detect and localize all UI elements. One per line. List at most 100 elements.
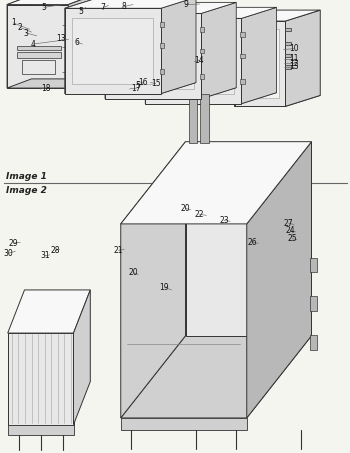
Polygon shape (121, 336, 312, 418)
Polygon shape (105, 14, 201, 99)
Bar (240, 32, 245, 37)
Text: Image 1: Image 1 (6, 172, 47, 181)
Text: 2: 2 (18, 23, 23, 32)
Text: 20: 20 (181, 204, 190, 213)
Text: 5: 5 (78, 6, 83, 15)
Polygon shape (105, 88, 236, 99)
Polygon shape (234, 21, 285, 106)
Bar (17, 52, 61, 58)
Text: 17: 17 (132, 83, 141, 92)
Bar (22, 60, 55, 74)
Text: 9: 9 (183, 0, 188, 9)
Bar (310, 296, 317, 311)
Bar (8, 425, 74, 435)
Text: 13: 13 (289, 63, 299, 72)
Text: 3: 3 (24, 29, 29, 38)
Bar (200, 74, 204, 79)
Text: 31: 31 (40, 251, 50, 260)
Polygon shape (241, 7, 276, 104)
Bar (240, 79, 245, 84)
Text: 16: 16 (139, 78, 148, 87)
Polygon shape (8, 333, 74, 425)
Text: 18: 18 (41, 83, 50, 92)
Bar (200, 48, 204, 53)
Polygon shape (105, 2, 236, 14)
Text: 28: 28 (50, 246, 60, 255)
Text: 29: 29 (8, 239, 18, 248)
Polygon shape (7, 0, 31, 88)
Bar (310, 335, 317, 350)
Polygon shape (247, 142, 312, 418)
Text: 20: 20 (128, 268, 138, 277)
Text: 15: 15 (151, 79, 161, 88)
Polygon shape (161, 0, 196, 94)
Bar (200, 94, 209, 143)
Polygon shape (145, 7, 180, 104)
Text: 13: 13 (56, 34, 66, 43)
Text: 25: 25 (287, 234, 297, 243)
Polygon shape (145, 93, 276, 104)
Polygon shape (113, 24, 194, 89)
Polygon shape (121, 142, 312, 224)
Bar (285, 66, 290, 69)
Polygon shape (145, 7, 276, 18)
Polygon shape (234, 10, 320, 21)
Text: 27: 27 (284, 219, 294, 228)
Polygon shape (72, 18, 153, 84)
Bar (70, 54, 74, 60)
Bar (310, 258, 317, 272)
Text: 8: 8 (122, 2, 127, 11)
Text: 11: 11 (289, 54, 299, 63)
Text: 5: 5 (136, 81, 141, 90)
Text: 26: 26 (247, 238, 257, 247)
Text: 12: 12 (289, 59, 299, 68)
Text: 23: 23 (219, 216, 229, 225)
Text: 5: 5 (41, 3, 46, 12)
Bar (70, 24, 74, 29)
Polygon shape (234, 10, 270, 106)
Text: 30: 30 (4, 249, 14, 257)
Polygon shape (7, 79, 93, 88)
Polygon shape (65, 82, 196, 94)
Text: 24: 24 (286, 226, 295, 235)
Bar (189, 94, 197, 143)
Polygon shape (241, 29, 279, 98)
Bar (160, 43, 164, 48)
Bar (70, 44, 74, 49)
Text: 10: 10 (289, 44, 299, 53)
Text: 21: 21 (113, 246, 123, 255)
Polygon shape (65, 0, 100, 94)
Text: 22: 22 (195, 210, 204, 219)
Polygon shape (8, 290, 90, 333)
Polygon shape (145, 18, 242, 104)
Bar (70, 13, 74, 18)
Text: 6: 6 (75, 38, 79, 47)
Polygon shape (153, 28, 234, 94)
Polygon shape (186, 142, 312, 336)
Text: 4: 4 (31, 39, 36, 48)
Polygon shape (7, 5, 68, 88)
Bar (240, 53, 245, 58)
Text: Image 2: Image 2 (6, 186, 47, 195)
Polygon shape (65, 8, 161, 94)
Text: 14: 14 (195, 56, 204, 65)
Polygon shape (7, 0, 93, 5)
Polygon shape (201, 2, 236, 99)
Bar (17, 46, 61, 49)
Polygon shape (121, 418, 247, 430)
Text: 19: 19 (160, 283, 169, 292)
Polygon shape (105, 2, 140, 99)
Polygon shape (74, 290, 90, 425)
Bar (70, 34, 74, 39)
Polygon shape (121, 142, 186, 418)
Bar (285, 42, 290, 45)
Bar (160, 22, 164, 27)
Bar (200, 27, 204, 32)
Text: 1: 1 (11, 19, 16, 28)
Bar (285, 53, 290, 57)
Polygon shape (234, 96, 320, 106)
Polygon shape (65, 0, 196, 8)
Text: 7: 7 (101, 3, 106, 12)
Polygon shape (68, 0, 93, 88)
Bar (285, 28, 290, 31)
